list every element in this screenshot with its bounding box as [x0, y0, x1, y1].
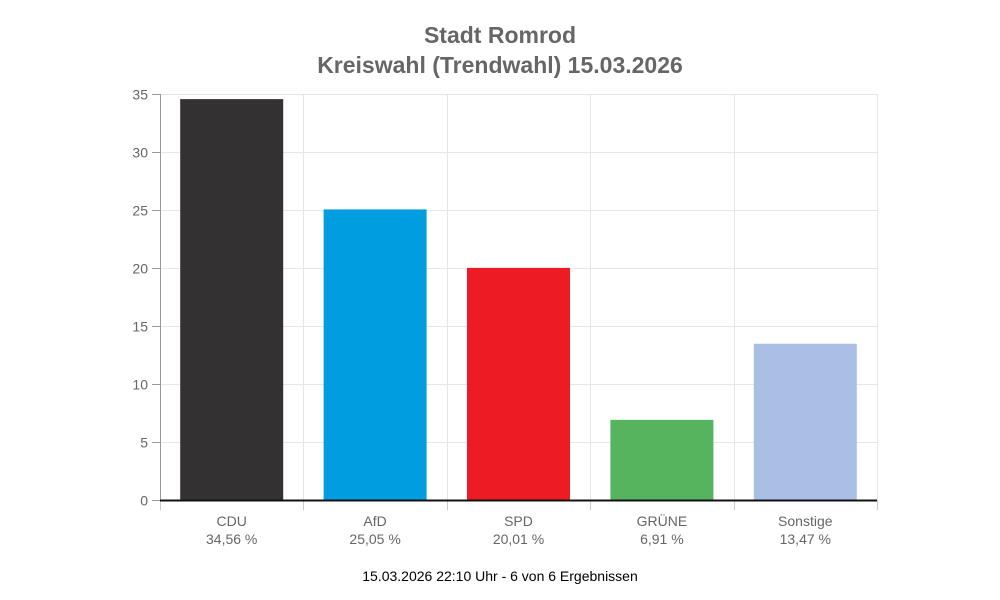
y-tick-label: 35 — [132, 87, 148, 103]
bar-sonstige[interactable] — [753, 343, 857, 500]
x-category-label: GRÜNE — [637, 512, 688, 529]
chart-labels: CDU 34,56 % AfD 25,05 % SPD 20,01 % GRÜNE 6,91 … — [206, 512, 833, 547]
y-tick-label: 15 — [132, 319, 148, 335]
x-category-label: AfD — [363, 513, 386, 529]
y-tick-label: 0 — [140, 493, 148, 509]
chart-subtitle: Kreiswahl (Trendwahl) 15.03.2026 — [317, 52, 683, 78]
y-tick-label: 10 — [132, 377, 148, 393]
x-category-label: CDU — [217, 513, 247, 529]
x-category-label: Sonstige — [778, 513, 833, 529]
bar-grüne[interactable] — [610, 419, 714, 500]
x-value-label: 25,05 % — [349, 531, 400, 547]
bar-cdu[interactable] — [180, 99, 284, 500]
y-tick-label: 25 — [132, 203, 148, 219]
chart-bars — [180, 99, 857, 501]
chart-title: Stadt Romrod — [423, 22, 577, 48]
y-tick-label: 30 — [132, 145, 148, 161]
y-tick-label: 5 — [140, 435, 148, 451]
x-value-label: 13,47 % — [780, 531, 831, 547]
x-category-label: SPD — [504, 513, 533, 529]
bar-chart: 0 5 10 15 20 25 30 35 CDU 34,56 % AfD 25,05 % SPD 20… — [132, 87, 878, 547]
chart-axes: 0 5 10 15 20 25 30 35 — [132, 87, 878, 510]
y-tick-label: 20 — [132, 261, 148, 277]
bar-spd[interactable] — [467, 267, 570, 500]
x-value-label: 6,91 % — [640, 531, 684, 547]
bar-afd[interactable] — [323, 209, 427, 501]
chart-footer: 15.03.2026 22:10 Uhr - 6 von 6 Ergebniss… — [362, 568, 638, 584]
x-value-label: 34,56 % — [206, 531, 257, 547]
x-value-label: 20,01 % — [493, 531, 544, 547]
